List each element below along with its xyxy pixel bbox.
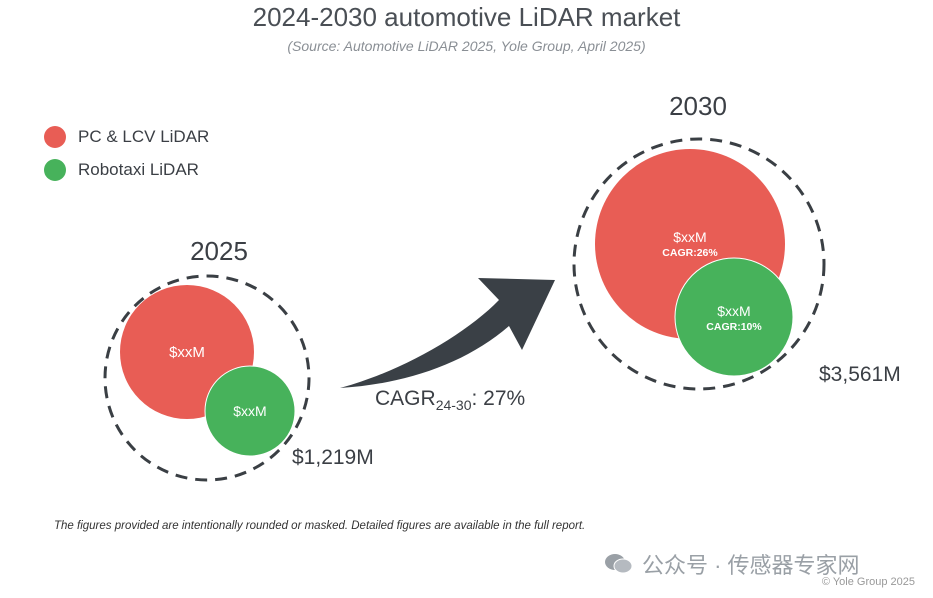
cagr-subscript: 24-30	[436, 397, 472, 413]
value-2025-robotaxi: $xxM	[233, 403, 266, 419]
cagr-2030-pc: CAGR:26%	[662, 247, 718, 259]
legend-item-robotaxi: Robotaxi LiDAR	[44, 153, 209, 186]
chart-title: 2024-2030 automotive LiDAR market	[252, 2, 681, 32]
wechat-icon	[605, 554, 633, 574]
total-2030: $3,561M	[819, 363, 901, 386]
legend: PC & LCV LiDAR Robotaxi LiDAR	[44, 120, 209, 186]
legend-label-robotaxi: Robotaxi LiDAR	[78, 159, 199, 179]
arrow-cagr-label: CAGR24-30: 27%	[375, 387, 525, 413]
value-2030-pc: $xxM	[673, 229, 706, 245]
value-2030-robotaxi: $xxM	[717, 303, 750, 319]
copyright: © Yole Group 2025	[821, 576, 915, 588]
value-2025-pc: $xxM	[169, 344, 205, 361]
year-label-2025: 2025	[190, 236, 248, 266]
legend-label-pc: PC & LCV LiDAR	[78, 126, 210, 146]
cagr-prefix: CAGR	[375, 387, 436, 410]
year-label-2030: 2030	[669, 91, 727, 121]
cagr-2030-robotaxi: CAGR:10%	[706, 321, 762, 333]
cagr-suffix: : 27%	[472, 387, 526, 410]
bubble-2030-robotaxi	[674, 257, 794, 377]
chart-subtitle: (Source: Automotive LiDAR 2025, Yole Gro…	[287, 38, 646, 54]
legend-dot-robotaxi	[44, 158, 66, 181]
watermark: 公众号 · 传感器专家网	[604, 548, 860, 580]
legend-item-pc: PC & LCV LiDAR	[44, 120, 209, 153]
legend-dot-pc	[44, 125, 66, 148]
total-2025: $1,219M	[292, 446, 374, 469]
footnote: The figures provided are intentionally r…	[54, 520, 586, 532]
growth-arrow	[340, 278, 555, 388]
watermark-text: 公众号 · 传感器专家网	[642, 553, 860, 578]
outline-2025	[103, 274, 311, 482]
outline-2030	[572, 137, 826, 391]
bubble-2025-robotaxi	[204, 365, 296, 457]
